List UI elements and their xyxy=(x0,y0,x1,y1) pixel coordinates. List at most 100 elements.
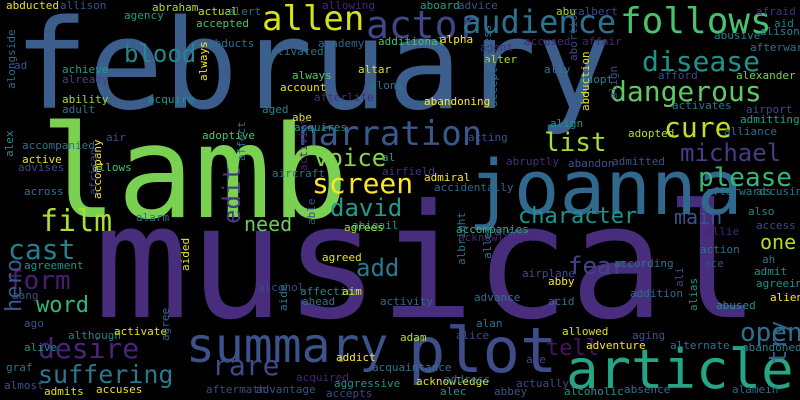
word-ago: airplane xyxy=(522,267,575,280)
word-albert: albert xyxy=(578,5,618,18)
word-admits: agree xyxy=(159,307,172,341)
word-active: adoptive xyxy=(202,129,255,142)
word-allie: abandon xyxy=(568,157,615,170)
word-admit: according xyxy=(614,257,674,270)
word-actually: alec xyxy=(440,385,467,398)
word-achieve: achieve xyxy=(62,63,109,76)
word-alley: agreed xyxy=(322,251,362,264)
word-aided: agreeing xyxy=(756,277,800,290)
word-ah: able xyxy=(305,198,318,226)
word-allowing: allowing xyxy=(322,0,375,12)
word-acquires: abe xyxy=(292,111,312,124)
word-accompanied: air xyxy=(106,131,126,144)
word-ali: advance xyxy=(474,291,521,304)
word-agency: agency xyxy=(124,9,164,22)
word-actress: abandoning xyxy=(424,95,491,108)
word-airfield: activist xyxy=(297,118,310,171)
word-tell: tell xyxy=(546,336,599,361)
word-cure: cure xyxy=(664,111,732,144)
word-afterlife: account xyxy=(280,81,327,94)
word-accepted: accepted xyxy=(196,17,249,30)
word-abused: activity xyxy=(380,295,433,308)
word-abbey: address xyxy=(444,373,491,386)
word-agreed: ah xyxy=(762,253,776,266)
word-graf: abandoned xyxy=(742,341,800,354)
word-address: accepts xyxy=(326,387,373,400)
word-adopted: acting xyxy=(468,131,508,144)
word-additional: additional xyxy=(378,35,445,48)
word-aged: aged xyxy=(262,103,289,116)
word-alliance: admitting xyxy=(740,113,800,126)
word-main: main xyxy=(674,205,723,229)
word-alamein: alcoholic xyxy=(564,385,624,398)
word-alter: along xyxy=(370,79,404,92)
word-admitted: abruptly xyxy=(506,155,559,168)
word-michael: michael xyxy=(680,139,782,167)
word-accuses: almost xyxy=(4,379,44,392)
word-alpha: alpha xyxy=(440,33,474,46)
word-air: adopted xyxy=(628,127,675,140)
word-alex: active xyxy=(22,153,62,166)
word-align: abduction xyxy=(579,51,592,111)
word-aggressive: advantage xyxy=(256,383,316,396)
word-activist: affect xyxy=(235,121,248,161)
word-blood: blood xyxy=(124,40,197,68)
word-advice: advice xyxy=(458,0,498,12)
word-abusive: abusive xyxy=(714,29,761,42)
word-film: film xyxy=(40,204,113,239)
word-along: altar xyxy=(358,63,392,76)
word-alongside: accept xyxy=(487,67,500,107)
word-acknowledge: aggressive xyxy=(334,377,401,390)
word-alternate: allowed xyxy=(562,325,609,338)
word-alcohol: aang xyxy=(12,289,39,302)
word-adam: graf xyxy=(6,361,33,374)
word-activate: alias xyxy=(687,277,700,311)
word-one: one xyxy=(760,230,797,254)
word-hero: hero xyxy=(2,259,27,312)
word-aboard: aboard xyxy=(420,0,460,12)
word-acid: aim xyxy=(342,285,362,298)
word-accidentally: al xyxy=(382,151,396,164)
word-acting: align xyxy=(607,65,620,99)
word-airport: activates xyxy=(672,99,732,112)
word-character: character xyxy=(518,204,638,229)
word-add: add xyxy=(356,254,400,282)
word-acquire: acquire xyxy=(148,93,195,106)
word-david: david xyxy=(330,194,403,222)
word-accept: align xyxy=(550,117,584,130)
word-fear: fear xyxy=(568,252,626,280)
word-dangerous: dangerous xyxy=(610,75,762,108)
word-although: ali xyxy=(673,267,686,287)
word-ahead: alien xyxy=(770,291,800,304)
word-alias: abused xyxy=(716,299,756,312)
word-affair: affair xyxy=(582,35,622,48)
word-accompanies: alarm xyxy=(136,211,170,224)
word-february: february xyxy=(14,0,612,138)
word-narration: narration xyxy=(298,114,483,154)
word-open: open xyxy=(740,318,800,348)
word-alone: accompanies xyxy=(456,223,529,236)
word-admiral: airfield xyxy=(382,165,435,178)
word-agreeing: ace xyxy=(704,257,724,270)
word-acquaintance: adventure xyxy=(586,339,646,352)
word-albright: agreement xyxy=(24,259,84,272)
word-article: article xyxy=(566,338,794,400)
word-abandoning: alliance xyxy=(724,125,777,138)
word-aim: alcohol xyxy=(258,281,305,294)
word-acknowledges: abigail xyxy=(352,219,399,232)
word-adult: adult xyxy=(62,103,96,116)
word-activates: alexander xyxy=(736,69,796,82)
word-agrees: acknowledges xyxy=(458,231,538,244)
word-also: afterwards xyxy=(706,185,773,198)
word-musical: musical xyxy=(94,171,760,355)
word-afford: adopt xyxy=(580,73,614,86)
word-absence: actually xyxy=(516,377,569,390)
word-alarm: across xyxy=(24,185,64,198)
word-abraham: abraham xyxy=(152,1,199,14)
word-al: aircraft xyxy=(272,167,325,180)
word-disease: disease xyxy=(642,45,761,78)
word-able: alone xyxy=(494,225,528,238)
word-alec: acknowledge xyxy=(416,375,489,388)
word-afraid: afraid xyxy=(756,5,796,18)
